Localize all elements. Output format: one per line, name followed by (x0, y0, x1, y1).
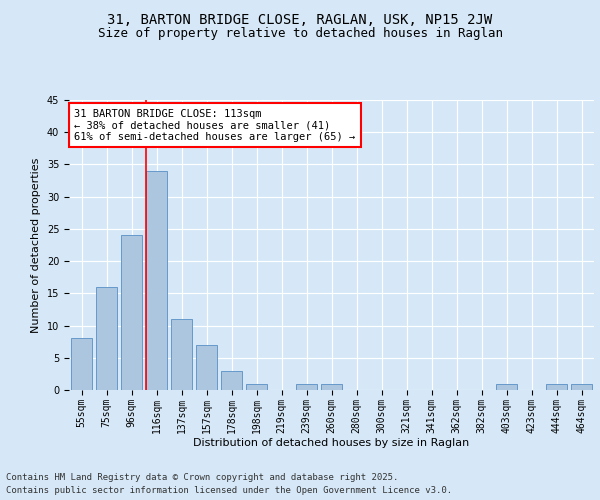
Y-axis label: Number of detached properties: Number of detached properties (31, 158, 41, 332)
Bar (96, 287, 117, 390)
Bar (171, 319, 192, 390)
Text: 31, BARTON BRIDGE CLOSE, RAGLAN, USK, NP15 2JW: 31, BARTON BRIDGE CLOSE, RAGLAN, USK, NP… (107, 12, 493, 26)
Bar (146, 171, 167, 390)
X-axis label: Distribution of detached houses by size in Raglan: Distribution of detached houses by size … (193, 438, 470, 448)
Bar (546, 384, 567, 390)
Bar (71, 338, 92, 390)
Bar (221, 370, 242, 390)
Text: Contains public sector information licensed under the Open Government Licence v3: Contains public sector information licen… (6, 486, 452, 495)
Text: Size of property relative to detached houses in Raglan: Size of property relative to detached ho… (97, 28, 503, 40)
Bar (196, 345, 217, 390)
Bar (246, 384, 267, 390)
Bar (496, 384, 517, 390)
Bar (121, 236, 142, 390)
Text: Contains HM Land Registry data © Crown copyright and database right 2025.: Contains HM Land Registry data © Crown c… (6, 472, 398, 482)
Bar (571, 384, 592, 390)
Bar (321, 384, 342, 390)
Bar (296, 384, 317, 390)
Text: 31 BARTON BRIDGE CLOSE: 113sqm
← 38% of detached houses are smaller (41)
61% of : 31 BARTON BRIDGE CLOSE: 113sqm ← 38% of … (74, 108, 355, 142)
